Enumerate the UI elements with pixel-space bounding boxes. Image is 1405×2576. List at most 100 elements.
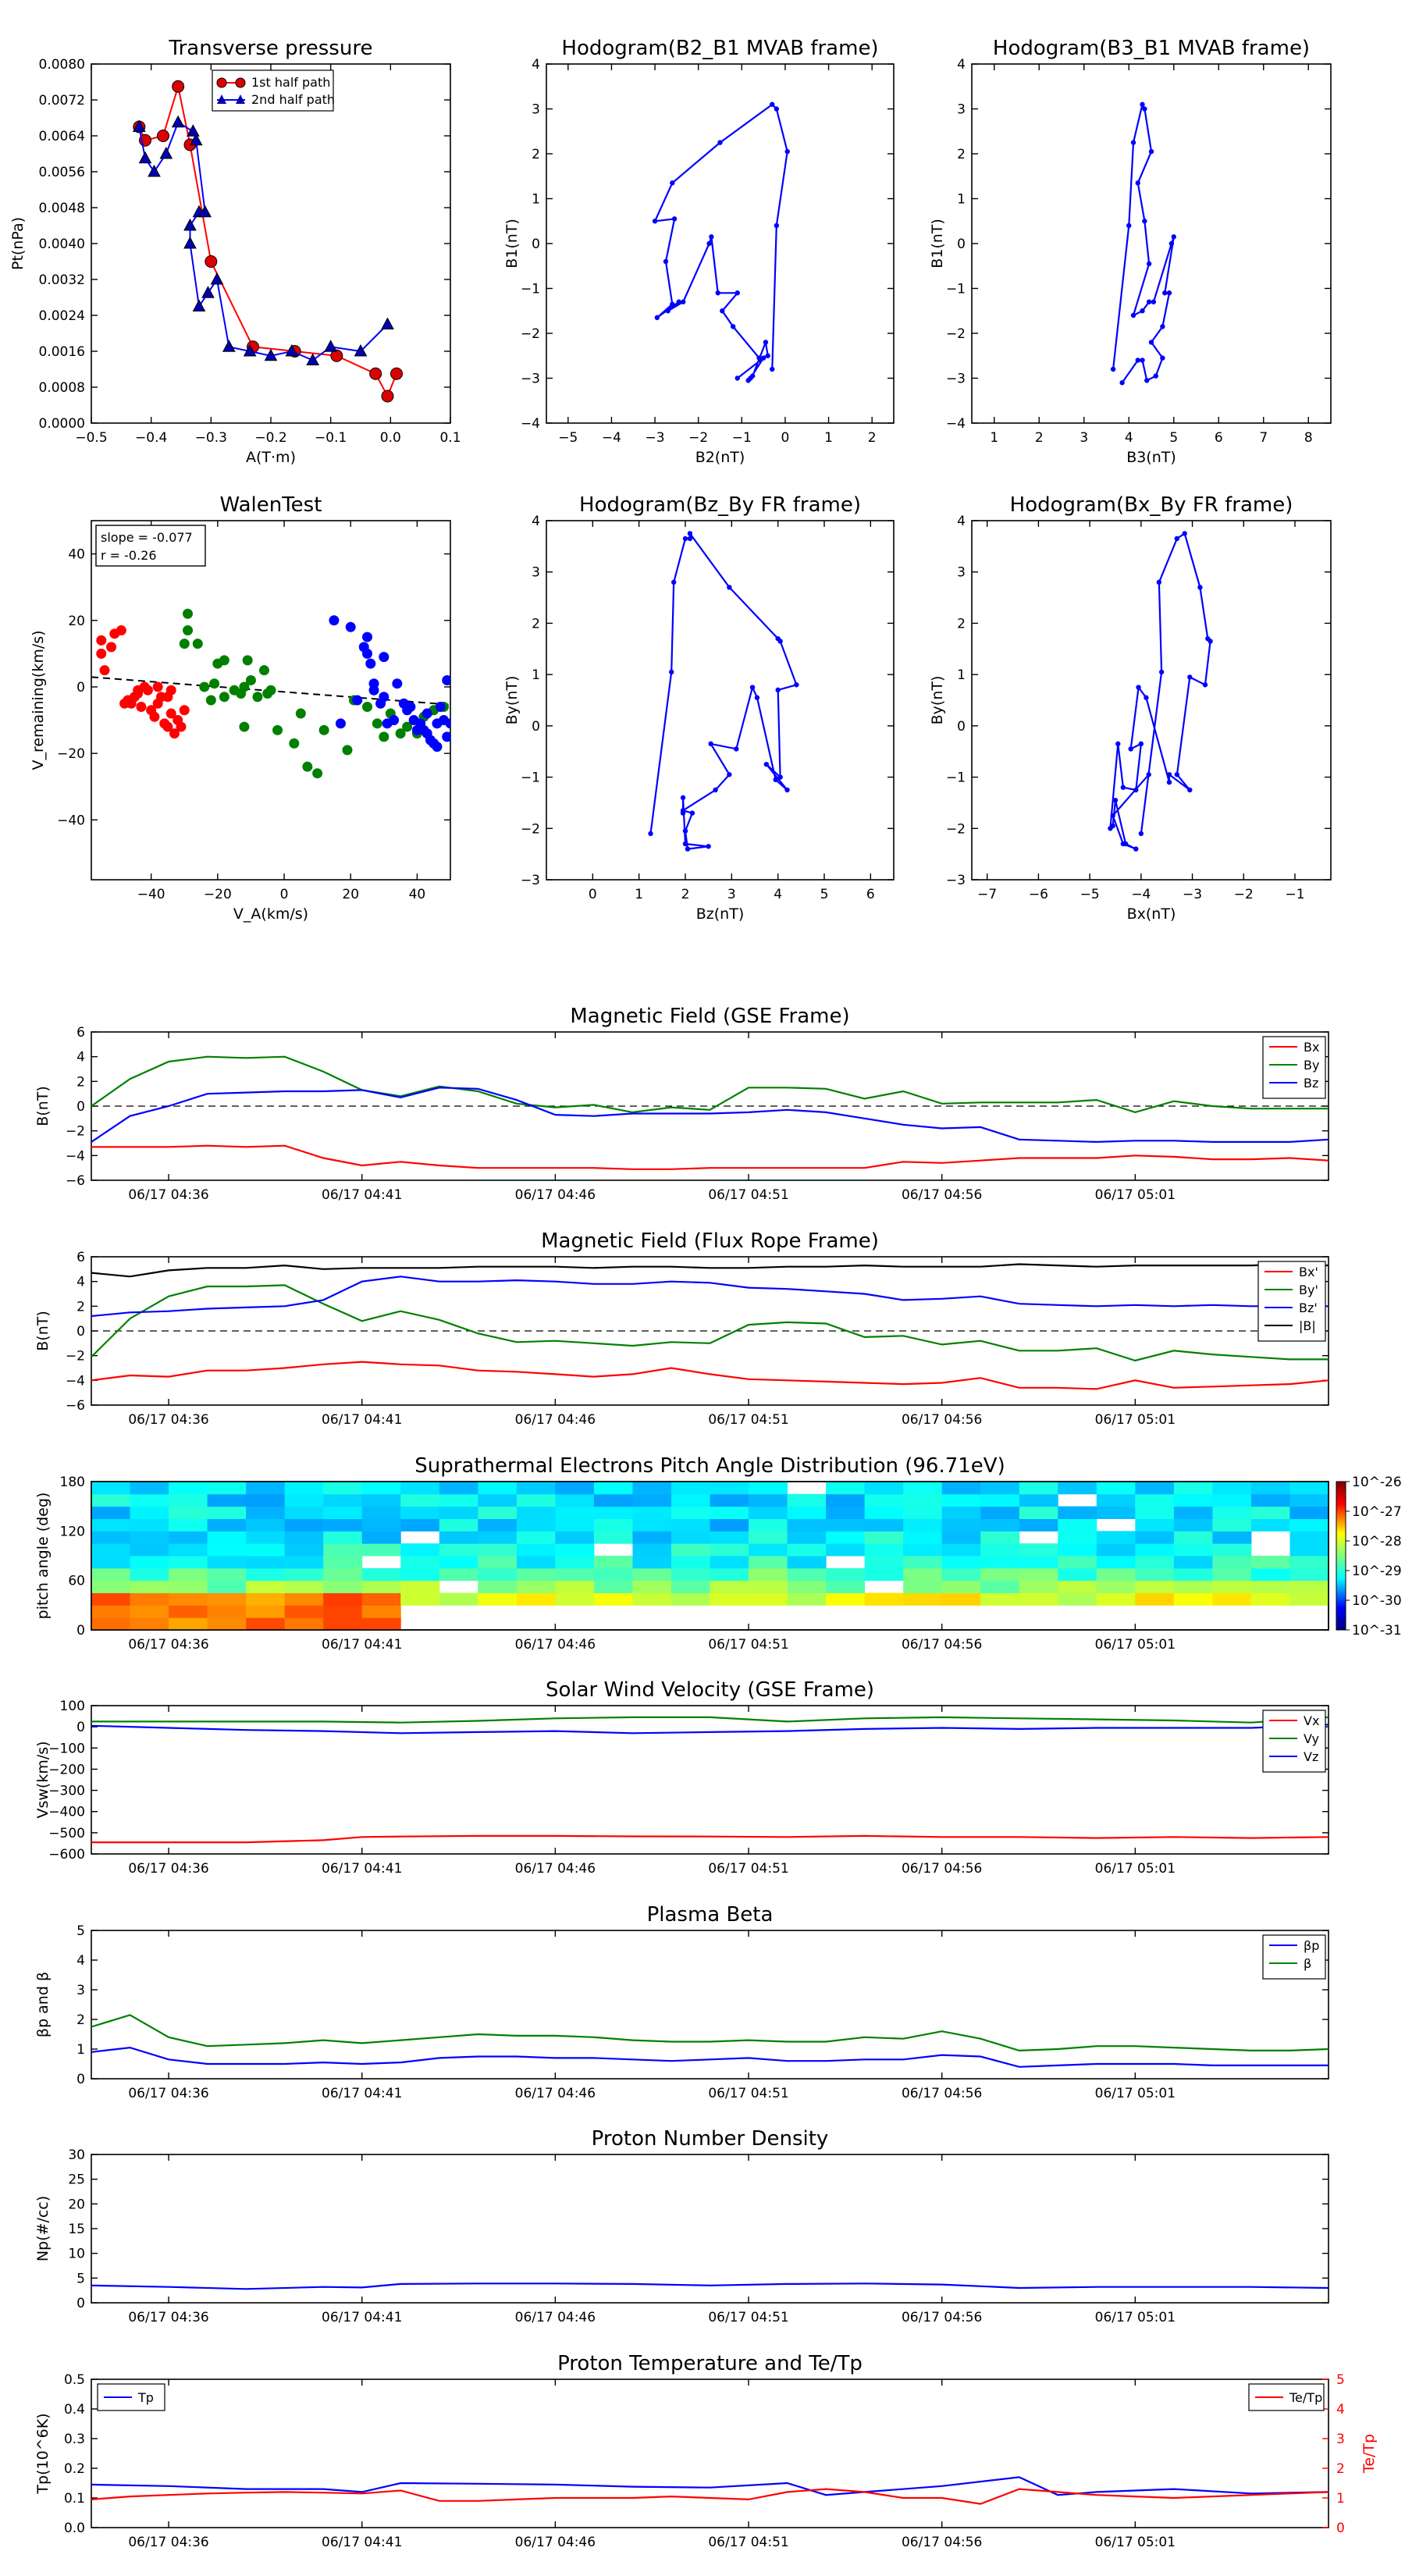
h2-point: [1135, 180, 1140, 186]
walen-point-red: [179, 705, 190, 716]
pad-cell: [1019, 1567, 1058, 1582]
walen-ylabel: V_remaining(km/s): [30, 630, 47, 770]
h2-point: [1153, 373, 1158, 379]
pad-cell: [246, 1617, 286, 1631]
pad-cell: [478, 1506, 518, 1519]
h3-xtick-label: 6: [866, 887, 875, 902]
mag_gse-series-Bx: [91, 1144, 1329, 1170]
pad-cell: [400, 1493, 440, 1507]
pad-cell: [941, 1567, 981, 1582]
pad-cell: [91, 1543, 131, 1557]
pad-cell: [284, 1531, 324, 1544]
walen-point-blue: [368, 685, 379, 696]
pad-cell: [516, 1580, 556, 1593]
tp-ytick-label: 0.0072: [39, 93, 85, 109]
tp-ytick-label: 0.0032: [39, 272, 85, 288]
pad-cell: [1289, 1482, 1329, 1495]
h3-ytick-label: 4: [532, 514, 540, 529]
pad-cell: [903, 1518, 943, 1532]
h1-point: [709, 234, 714, 240]
h1-point: [774, 222, 780, 229]
h3-point: [749, 685, 756, 690]
pad-cell: [284, 1592, 324, 1606]
walen-r-text: r = -0.26: [101, 548, 157, 563]
h4-ytick-label: 4: [957, 514, 966, 529]
pad-cell: [632, 1543, 672, 1557]
pad-cell: [1135, 1556, 1175, 1569]
pad-cell: [207, 1617, 247, 1631]
h4-point: [1166, 772, 1172, 777]
walen-point-red: [165, 685, 176, 696]
h3-point: [713, 787, 718, 793]
pad-cell: [1212, 1506, 1252, 1519]
pad-ytick-label: 180: [60, 1475, 85, 1490]
tp-point-1st: [330, 349, 343, 362]
h3-ytick-label: 2: [532, 616, 540, 632]
pad-cell: [400, 1580, 440, 1593]
h4-point: [1128, 746, 1133, 752]
pad-colorbar-label: 10^-31: [1352, 1623, 1402, 1638]
pad-cell: [246, 1531, 286, 1544]
pad-cell: [903, 1556, 943, 1569]
h3-point: [794, 682, 799, 688]
h2-point: [1135, 358, 1140, 363]
pad-cell: [826, 1506, 866, 1519]
h2-point: [1142, 219, 1147, 224]
pad-cell: [1058, 1531, 1097, 1544]
h3-xtick-label: 0: [589, 887, 597, 902]
pad-cell: [169, 1605, 208, 1618]
h4-point: [1110, 823, 1115, 829]
walen-point-blue: [435, 702, 446, 713]
tp-xtick-label: −0.2: [254, 430, 286, 446]
pad-cell: [1173, 1518, 1213, 1532]
pad-cell: [400, 1482, 440, 1495]
beta-legend-label: βp: [1304, 1938, 1319, 1953]
h4-ytick-label: −2: [946, 821, 966, 837]
pad-cells: [91, 1482, 1329, 1631]
pad-cell: [787, 1531, 827, 1544]
h3-point: [763, 761, 770, 767]
pad-cell: [1135, 1482, 1175, 1495]
walen-point-green: [183, 625, 194, 636]
pad-cell: [749, 1493, 788, 1507]
pad-cell: [670, 1592, 710, 1606]
mag_gse-title: Magnetic Field (GSE Frame): [570, 1005, 849, 1028]
pad-cell: [246, 1592, 286, 1606]
h2-point: [1166, 290, 1172, 296]
h4-point: [1120, 841, 1126, 847]
h1-ytick-label: 2: [532, 147, 540, 162]
walen-point-red: [99, 665, 110, 676]
h4-point: [1158, 669, 1165, 675]
vsw-ytick-label: −400: [48, 1805, 85, 1820]
pad-cell: [207, 1556, 247, 1569]
vsw-ytick-label: −100: [48, 1741, 85, 1756]
pad-cell: [670, 1556, 710, 1569]
h3-point: [773, 777, 778, 783]
pad-cell: [1096, 1556, 1136, 1569]
temp-xtick-label: 06/17 05:01: [1095, 2535, 1176, 2550]
mag_fr-ytick-label: −4: [66, 1373, 85, 1389]
pad-cell: [1096, 1580, 1136, 1593]
mag_fr-panel: Magnetic Field (Flux Rope Frame) 06/17 04…: [34, 1229, 1329, 1428]
h2-xtick-label: 6: [1215, 430, 1223, 446]
beta-xtick-label: 06/17 04:41: [322, 2086, 402, 2101]
pad-cell: [980, 1493, 1020, 1507]
pad-cell: [864, 1592, 904, 1606]
tp-legend-marker: [216, 77, 227, 88]
pad-cell: [710, 1543, 749, 1557]
mag_gse-xtick-label: 06/17 04:51: [708, 1187, 788, 1203]
walen-frame: [91, 520, 451, 881]
pad-cell: [246, 1567, 286, 1582]
mag_fr-xtick-label: 06/17 04:46: [515, 1412, 596, 1428]
tp-legend-label: 2nd half path: [251, 92, 335, 107]
walen-point-green: [179, 639, 190, 649]
pad-cell: [710, 1482, 749, 1495]
np-xtick-label: 06/17 04:51: [708, 2310, 788, 2325]
h1-point: [681, 299, 686, 304]
pad-cell: [670, 1543, 710, 1557]
walen-point-red: [165, 708, 176, 719]
pad-cell: [749, 1567, 788, 1582]
temp-series-Tp: [91, 2476, 1329, 2496]
h3-xtick-label: 3: [727, 887, 736, 902]
pad-cell: [749, 1518, 788, 1532]
